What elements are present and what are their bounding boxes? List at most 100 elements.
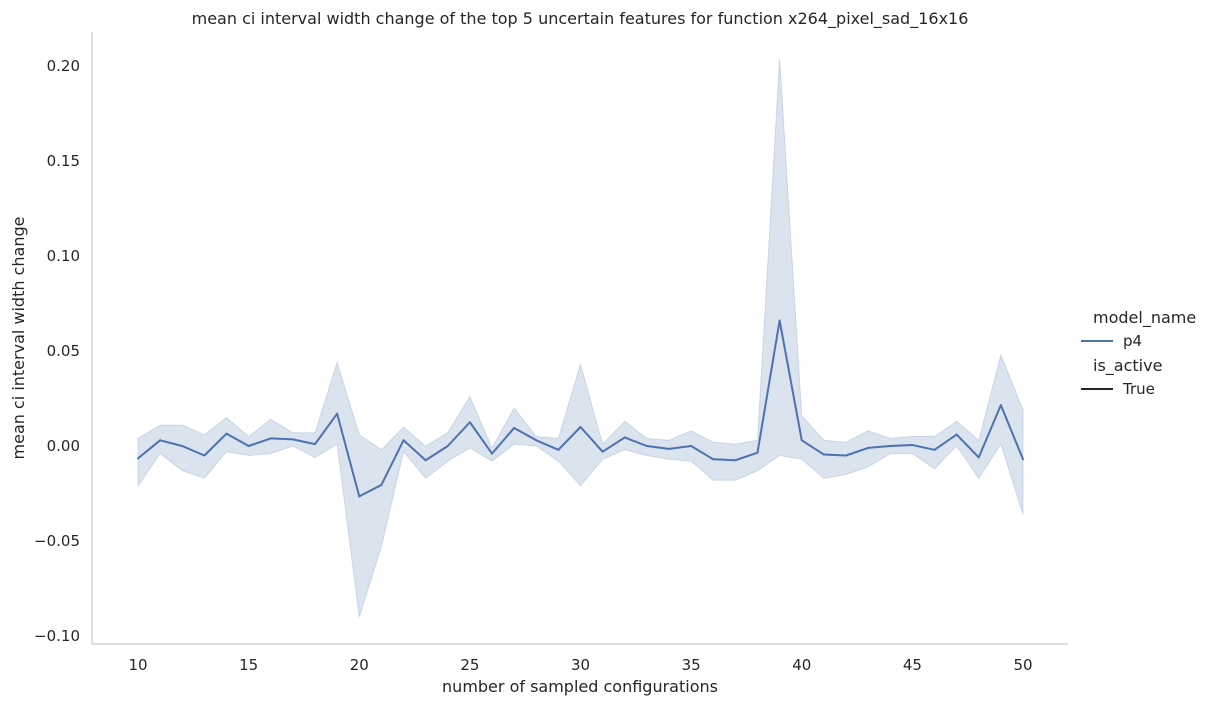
- series-line-segment-p4: [181, 445, 206, 457]
- series-line-segment-p4: [867, 445, 892, 449]
- y-tick-labels: −0.10 −0.05 0.00 0.05 0.10 0.15 0.20: [34, 57, 80, 645]
- data-point-p4: [1000, 404, 1002, 406]
- series-line-segment-p4: [203, 432, 228, 457]
- series-line-segment-p4: [336, 412, 361, 498]
- y-tick-label: 0.00: [47, 437, 80, 455]
- y-tick-label: −0.05: [34, 532, 80, 550]
- data-point-p4: [358, 495, 360, 497]
- series-line-segment-p4: [291, 438, 316, 446]
- data-point-p4: [226, 433, 228, 435]
- series-line-segment-p4: [491, 426, 516, 455]
- data-point-p4: [447, 445, 449, 447]
- series-line-segment-p4: [712, 458, 737, 462]
- data-point-p4: [779, 320, 781, 322]
- data-point-p4: [557, 449, 559, 451]
- legend-title-is-active: is_active: [1093, 356, 1162, 376]
- chart-title: mean ci interval width change of the top…: [192, 9, 969, 29]
- series-line-segment-p4: [668, 445, 693, 450]
- series-line-segment-p4: [159, 439, 184, 447]
- series-line-segment-p4: [601, 436, 626, 453]
- series-line-segment-p4: [999, 404, 1024, 461]
- series-line-segment-p4: [822, 453, 847, 457]
- series-line-segment-p4: [933, 433, 958, 451]
- series-line-segment-p4: [557, 426, 582, 451]
- y-tick-label: 0.10: [47, 247, 80, 265]
- data-point-p4: [867, 447, 869, 449]
- legend: model_name p4 is_active True: [1081, 308, 1196, 398]
- y-tick-label: 0.15: [47, 152, 80, 170]
- data-point-p4: [889, 445, 891, 447]
- series-line-segment-p4: [778, 319, 803, 442]
- data-point-p4: [646, 445, 648, 447]
- x-tick-label: 35: [682, 656, 701, 674]
- data-point-p4: [668, 448, 670, 450]
- series-line-segment-p4: [845, 446, 870, 457]
- series-line-segment-p4: [402, 439, 427, 462]
- data-point-p4: [425, 459, 427, 461]
- data-point-p4: [690, 445, 692, 447]
- data-point-p4: [734, 459, 736, 461]
- data-point-p4: [978, 456, 980, 458]
- data-point-p4: [535, 439, 537, 441]
- series-line-segment-p4: [756, 319, 781, 454]
- y-tick-label: 0.05: [47, 342, 80, 360]
- x-tick-label: 10: [128, 656, 147, 674]
- series-line-segment-p4: [269, 437, 294, 441]
- series-line-segment-p4: [468, 421, 493, 455]
- series-line-segment-p4: [513, 426, 538, 442]
- data-point-p4: [380, 484, 382, 486]
- x-tick-label: 40: [792, 656, 811, 674]
- series-line-segment-p4: [247, 437, 272, 447]
- series-line-segment-p4: [911, 444, 936, 451]
- data-point-p4: [602, 451, 604, 453]
- series-line-segment-p4: [137, 439, 162, 460]
- data-point-p4: [203, 455, 205, 457]
- series-line-segment-p4: [225, 432, 250, 447]
- legend-label-p4: p4: [1123, 332, 1142, 350]
- series-line-segment-p4: [800, 439, 825, 456]
- data-point-p4: [911, 444, 913, 446]
- x-tick-label: 30: [571, 656, 590, 674]
- data-point-p4: [845, 455, 847, 457]
- data-point-p4: [292, 438, 294, 440]
- series-line-segment-p4: [358, 483, 383, 498]
- y-tick-label: −0.10: [34, 627, 80, 645]
- data-point-p4: [956, 434, 958, 436]
- series-line-segment-p4: [623, 436, 648, 447]
- series-line-segment-p4: [380, 439, 405, 486]
- legend-label-true: True: [1122, 380, 1155, 398]
- series-line-segment-p4: [424, 445, 449, 462]
- data-point-p4: [403, 439, 405, 441]
- data-point-p4: [757, 452, 759, 454]
- data-point-p4: [624, 436, 626, 438]
- data-point-p4: [801, 439, 803, 441]
- data-point-p4: [270, 437, 272, 439]
- data-point-p4: [580, 426, 582, 428]
- series-line-segment-p4: [579, 426, 604, 453]
- x-tick-label: 50: [1013, 656, 1032, 674]
- series-line-segment-p4: [446, 421, 471, 447]
- confidence-band-p4: [137, 58, 1024, 618]
- y-axis-label: mean ci interval width change: [9, 217, 28, 460]
- data-point-p4: [491, 453, 493, 455]
- x-tick-label: 20: [350, 656, 369, 674]
- data-point-p4: [181, 445, 183, 447]
- confidence-band-layer: [137, 58, 1024, 618]
- series-line-segment-p4: [535, 439, 560, 451]
- series-line-segment-p4: [690, 445, 715, 461]
- x-axis-label: number of sampled configurations: [442, 677, 718, 696]
- series-line-segment-p4: [977, 404, 1002, 459]
- series-line-segment-p4: [314, 412, 339, 446]
- series-line-segment-p4: [955, 433, 980, 459]
- data-point-p4: [823, 454, 825, 456]
- data-point-p4: [469, 421, 471, 423]
- data-point-p4: [137, 457, 139, 459]
- x-tick-label: 45: [903, 656, 922, 674]
- data-point-p4: [314, 443, 316, 445]
- legend-title-model-name: model_name: [1093, 308, 1196, 328]
- x-tick-labels: 10 15 20 25 30 35 40 45 50: [128, 656, 1032, 674]
- data-point-p4: [336, 413, 338, 415]
- data-point-p4: [712, 458, 714, 460]
